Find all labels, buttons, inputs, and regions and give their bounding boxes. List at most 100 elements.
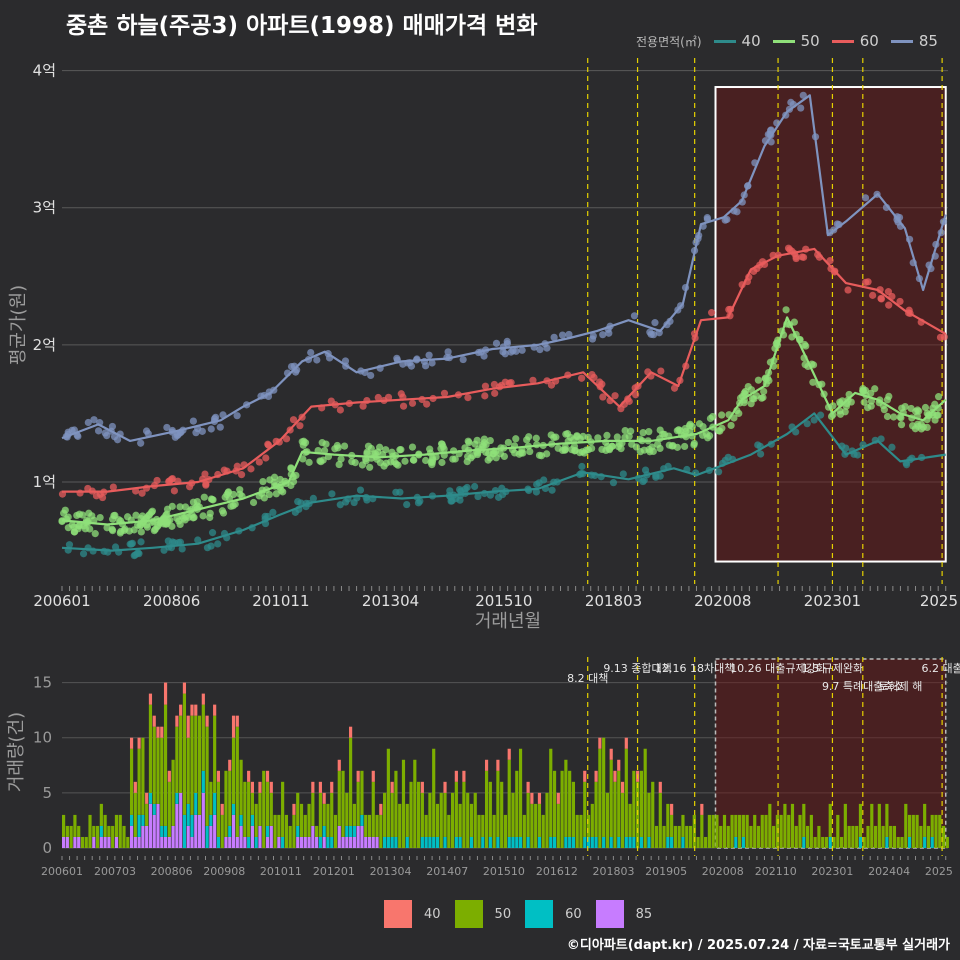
volume-bar-60	[537, 836, 542, 848]
volume-bar-50	[926, 825, 931, 848]
volume-bar-50	[205, 726, 209, 826]
volume-bar-50	[194, 715, 198, 793]
price-point-60	[707, 309, 716, 317]
volume-bar-85	[345, 836, 349, 848]
price-point-50	[218, 507, 226, 515]
volume-bar-50	[111, 825, 115, 848]
price-x-tick-label: 200601	[33, 592, 90, 610]
price-point-50	[299, 455, 307, 463]
price-point-60	[109, 483, 117, 491]
price-point-40	[269, 508, 277, 517]
volume-bar-50	[522, 814, 526, 848]
policy-annotation: 10.26 대출규제강화	[730, 662, 826, 675]
volume-bar-50	[775, 814, 779, 848]
price-point-60	[578, 374, 586, 382]
volume-bar-50	[409, 781, 413, 848]
volume-bar-40	[213, 704, 217, 716]
volume-bar-50	[787, 814, 791, 848]
price-line-50	[61, 316, 947, 526]
price-point-60	[896, 297, 904, 306]
volume-bar-50	[560, 770, 564, 848]
price-point-50	[91, 530, 99, 538]
volume-bar-60	[632, 836, 636, 848]
volume-bar-50	[507, 759, 511, 837]
volume-bar-85	[296, 836, 300, 848]
volume-bar-85	[145, 825, 149, 848]
price-point-85	[287, 363, 296, 371]
price-point-60	[440, 389, 449, 397]
price-point-60	[423, 400, 431, 408]
volume-bar-50	[88, 814, 92, 848]
price-point-50	[744, 382, 752, 391]
price-point-50	[410, 456, 418, 464]
price-point-50	[390, 458, 398, 466]
volume-bar-85	[337, 825, 341, 848]
volume-bar-50	[213, 715, 217, 793]
price-point-85	[428, 359, 436, 367]
price-point-60	[611, 392, 619, 400]
volume-bar-50	[500, 781, 504, 848]
volume-x-tick-label: 201304	[370, 865, 412, 878]
price-point-60	[864, 278, 872, 286]
volume-bar-85	[167, 836, 171, 848]
price-point-40	[803, 420, 811, 428]
price-point-50	[809, 378, 817, 386]
volume-bar-60	[666, 836, 670, 848]
price-point-50	[523, 436, 531, 444]
price-chart-series	[58, 91, 948, 560]
policy-annotation: 토허제 해	[878, 679, 922, 693]
price-point-60	[784, 244, 793, 252]
volume-bar-50	[277, 814, 281, 837]
volume-bar-50	[62, 814, 66, 837]
price-point-40	[111, 543, 120, 551]
volume-bar-85	[231, 814, 236, 848]
volume-bar-60	[394, 836, 398, 848]
volume-bar-50	[911, 814, 915, 848]
price-point-50	[673, 427, 681, 435]
volume-bar-50	[779, 814, 783, 848]
top-legend: 전용면적(㎡) 40 50 60 85	[636, 32, 938, 50]
volume-bar-85	[213, 814, 217, 848]
volume-bar-50	[379, 814, 383, 848]
price-point-40	[888, 443, 896, 451]
price-point-50	[340, 442, 349, 450]
volume-bar-50	[749, 825, 753, 848]
volume-bar-50	[568, 770, 572, 837]
price-point-60	[92, 492, 101, 500]
volume-bar-50	[681, 814, 685, 837]
price-point-40	[403, 500, 411, 509]
legend-swatch-85	[890, 39, 913, 43]
legend-bar-85: 85	[595, 900, 652, 928]
price-highlight-box	[714, 86, 947, 563]
price-point-50	[639, 429, 647, 437]
volume-bar-50	[624, 748, 628, 837]
volume-bar-60	[518, 836, 523, 848]
volume-bar-50	[556, 803, 560, 848]
volume-y-tick-label: 5	[42, 784, 52, 802]
volume-bar-60	[216, 836, 221, 848]
volume-bar-50	[333, 814, 338, 848]
price-point-50	[645, 445, 653, 454]
price-point-40	[486, 491, 495, 499]
legend-bar-50: 50	[454, 900, 511, 928]
price-point-85	[407, 362, 416, 370]
price-point-60	[547, 381, 556, 389]
volume-bar-60	[428, 836, 432, 848]
price-point-40	[137, 538, 145, 546]
volume-bar-40	[379, 803, 383, 815]
volume-bar-50	[462, 781, 466, 848]
volume-bar-50	[923, 803, 927, 837]
volume-bar-60	[148, 792, 153, 804]
price-x-tick-label: 200806	[143, 592, 200, 610]
volume-bar-60	[390, 836, 394, 848]
price-point-85	[163, 423, 171, 432]
volume-bar-60	[481, 836, 485, 848]
volume-bar-85	[235, 836, 239, 848]
volume-bar-50	[866, 825, 870, 848]
volume-bar-50	[296, 792, 300, 826]
volume-bar-50	[349, 737, 353, 826]
price-point-50	[604, 442, 612, 451]
volume-bar-40	[228, 759, 232, 771]
volume-bar-50	[303, 814, 307, 837]
volume-bar-50	[885, 803, 889, 837]
